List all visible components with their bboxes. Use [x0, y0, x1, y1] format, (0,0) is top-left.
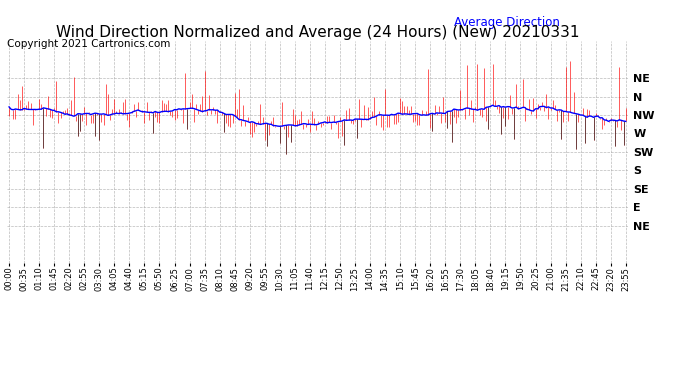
Title: Wind Direction Normalized and Average (24 Hours) (New) 20210331: Wind Direction Normalized and Average (2…	[56, 25, 579, 40]
Text: Average Direction: Average Direction	[454, 16, 560, 29]
Text: Copyright 2021 Cartronics.com: Copyright 2021 Cartronics.com	[7, 39, 170, 50]
